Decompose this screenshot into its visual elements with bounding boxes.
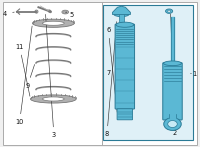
FancyBboxPatch shape <box>163 63 182 120</box>
Ellipse shape <box>32 19 74 27</box>
Ellipse shape <box>35 10 38 13</box>
Ellipse shape <box>166 9 173 13</box>
Text: 3: 3 <box>46 14 56 138</box>
Text: 5: 5 <box>65 11 74 17</box>
FancyBboxPatch shape <box>117 109 133 120</box>
Text: 7: 7 <box>106 66 116 76</box>
Text: 8: 8 <box>105 22 117 137</box>
Ellipse shape <box>62 10 69 14</box>
FancyBboxPatch shape <box>3 2 197 145</box>
Text: 2: 2 <box>171 14 177 136</box>
Ellipse shape <box>30 95 76 103</box>
Ellipse shape <box>64 11 67 13</box>
Text: 10: 10 <box>15 26 32 125</box>
FancyBboxPatch shape <box>103 5 193 141</box>
Ellipse shape <box>42 97 64 101</box>
Ellipse shape <box>114 12 129 17</box>
Ellipse shape <box>48 10 51 13</box>
Ellipse shape <box>42 21 64 25</box>
Polygon shape <box>113 6 130 15</box>
Ellipse shape <box>164 61 181 66</box>
Text: 11: 11 <box>15 44 30 96</box>
FancyBboxPatch shape <box>119 14 124 22</box>
Text: 9: 9 <box>25 65 35 89</box>
Text: 4: 4 <box>3 11 14 17</box>
Text: 1: 1 <box>191 71 196 76</box>
Ellipse shape <box>116 22 134 27</box>
Text: 6: 6 <box>106 27 117 112</box>
Circle shape <box>168 121 177 127</box>
Ellipse shape <box>168 10 171 12</box>
Circle shape <box>164 118 181 130</box>
FancyBboxPatch shape <box>115 24 135 109</box>
